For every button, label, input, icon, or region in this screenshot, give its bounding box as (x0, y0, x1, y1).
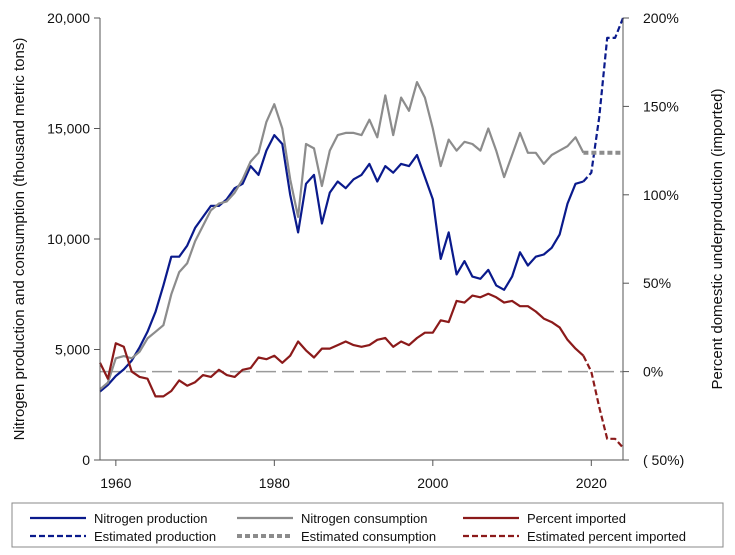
x-tick-label: 2000 (417, 475, 448, 491)
left-axis-title: Nitrogen production and consumption (tho… (11, 38, 28, 441)
left-tick-label: 20,000 (47, 10, 90, 26)
legend: Nitrogen production Nitrogen consumption P… (11, 502, 724, 548)
right-tick-label: 200% (643, 10, 679, 26)
left-tick-label: 15,000 (47, 121, 90, 137)
nitrogen-production-line (99, 134, 584, 393)
nitrogen-consumption-line (99, 80, 585, 391)
estimated-production-line (582, 17, 625, 183)
series-layer (99, 17, 625, 449)
right-tick-label: 150% (643, 98, 679, 114)
right-tick-label: 0% (643, 364, 663, 380)
legend-box (11, 502, 724, 548)
ticks-layer: 0 5,000 10,000 15,000 20,000 ( 50%) 0% 50% 100% 1… (47, 10, 684, 491)
legend-label-nitrogen-production: Nitrogen production (94, 511, 207, 526)
legend-label-estimated-production: Estimated production (94, 529, 216, 544)
right-tick-label: 100% (643, 187, 679, 203)
legend-label-estimated-percent-imported: Estimated percent imported (527, 529, 686, 544)
left-tick-label: 5,000 (55, 342, 90, 358)
legend-label-nitrogen-consumption: Nitrogen consumption (301, 511, 427, 526)
legend-label-estimated-consumption: Estimated consumption (301, 529, 436, 544)
x-tick-label: 2020 (576, 475, 607, 491)
right-tick-label: ( 50%) (643, 452, 684, 468)
left-tick-label: 0 (82, 452, 90, 468)
x-tick-label: 1960 (100, 475, 131, 491)
right-tick-label: 50% (643, 275, 671, 291)
left-tick-label: 10,000 (47, 231, 90, 247)
percent-imported-line (99, 292, 585, 398)
right-axis-title: Percent domestic underproduction (import… (709, 89, 726, 390)
estimated-percent-imported-line (582, 355, 624, 449)
x-tick-label: 1980 (259, 475, 290, 491)
legend-label-percent-imported: Percent imported (527, 511, 626, 526)
